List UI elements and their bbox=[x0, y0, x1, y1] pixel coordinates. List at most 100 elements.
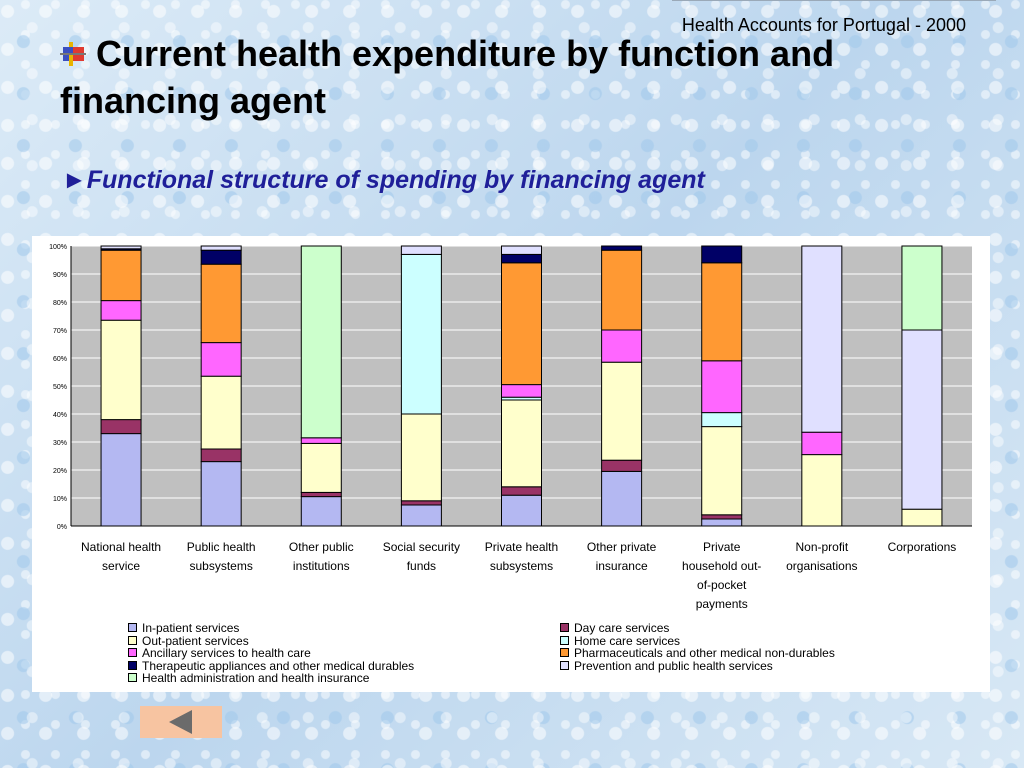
x-category-label: insurance bbox=[596, 559, 648, 573]
legend-item: Pharmaceuticals and other medical non-du… bbox=[560, 647, 835, 660]
bar-segment bbox=[100, 300, 142, 321]
bar-segment bbox=[701, 514, 743, 520]
legend-item: Health administration and health insuran… bbox=[128, 672, 369, 685]
bar-segment bbox=[601, 249, 643, 331]
top-rule bbox=[672, 0, 996, 1]
x-category-label: payments bbox=[696, 597, 748, 611]
bar-segment bbox=[701, 262, 743, 362]
legend-label: Therapeutic appliances and other medical… bbox=[142, 658, 415, 673]
x-category-label: Public health bbox=[187, 540, 256, 554]
legend-item: In-patient services bbox=[128, 622, 239, 635]
bar-segment bbox=[901, 329, 943, 510]
bar-segment bbox=[901, 245, 943, 331]
legend-label: Day care services bbox=[574, 621, 670, 635]
bar-segment bbox=[200, 263, 242, 344]
x-category-label: Social security bbox=[383, 540, 460, 554]
legend-swatch bbox=[560, 623, 569, 632]
bar-segment bbox=[300, 442, 342, 493]
bar-segment bbox=[501, 245, 542, 255]
legend-swatch bbox=[128, 660, 137, 670]
legend-item: Therapeutic appliances and other medical… bbox=[128, 658, 415, 673]
x-category-label: service bbox=[102, 559, 140, 573]
bar-segment bbox=[200, 461, 242, 527]
x-category-label: subsystems bbox=[189, 559, 252, 573]
y-tick-label: 60% bbox=[53, 356, 67, 363]
legend-item: Out-patient services bbox=[128, 633, 249, 648]
y-tick-label: 10% bbox=[53, 496, 67, 503]
bar-segment bbox=[300, 245, 342, 439]
x-category-label: Other private bbox=[587, 540, 657, 554]
chart-panel: 0% 10% 20% 30% 40% 50% 60% 70% 80% 90% 100% Nationa… bbox=[32, 236, 990, 692]
y-tick-label: 70% bbox=[53, 328, 67, 335]
x-category-label: household out- bbox=[682, 559, 761, 573]
bar-segment bbox=[300, 496, 342, 527]
bar-segment bbox=[400, 413, 442, 502]
bar-segment bbox=[501, 399, 542, 488]
subtitle-text: Functional structure of spending by fina… bbox=[86, 166, 705, 194]
subtitle: ►Functional structure of spending by fin… bbox=[62, 166, 705, 195]
bar-segment bbox=[701, 518, 743, 527]
subtitle-marker: ► bbox=[62, 166, 87, 194]
legend-swatch bbox=[128, 673, 137, 682]
bar-segment bbox=[701, 412, 743, 428]
legend-label: Ancillary services to health care bbox=[142, 646, 311, 660]
y-tick-label: 80% bbox=[53, 300, 67, 307]
legend-swatch bbox=[128, 635, 137, 645]
y-tick-label: 90% bbox=[53, 272, 67, 279]
legend-label: Home care services bbox=[574, 633, 681, 648]
bar-segment bbox=[300, 491, 342, 498]
bar-segment bbox=[601, 459, 643, 472]
bar-segment bbox=[300, 437, 342, 444]
slide-title: Current health expenditure by function a… bbox=[60, 30, 940, 124]
bar-segment bbox=[400, 245, 442, 255]
legend-label: Health administration and health insuran… bbox=[142, 671, 370, 685]
bar-segment bbox=[601, 470, 643, 527]
bar-segment bbox=[801, 431, 843, 456]
bar-segment bbox=[200, 342, 242, 377]
bar-segment bbox=[701, 245, 743, 264]
bar-segment bbox=[701, 360, 743, 414]
x-category-label: National health bbox=[81, 540, 161, 554]
bar-segment bbox=[200, 249, 242, 265]
header-note: Health Accounts for Portugal - 2000 bbox=[681, 15, 966, 35]
x-category-label: Other public bbox=[289, 540, 354, 554]
y-tick-label: 100% bbox=[49, 244, 67, 251]
bar-segment bbox=[601, 361, 643, 461]
bar-segment bbox=[501, 494, 542, 527]
legend-swatch bbox=[560, 648, 569, 657]
legend-label: In-patient services bbox=[142, 621, 240, 635]
y-tick-label: 0% bbox=[57, 524, 67, 531]
legend-item: Day care services bbox=[560, 622, 669, 635]
bar-segment bbox=[501, 253, 542, 264]
bar-segment bbox=[601, 245, 643, 251]
bar-segment bbox=[601, 329, 643, 363]
bar-segment bbox=[501, 486, 542, 496]
x-category-label: institutions bbox=[293, 559, 350, 573]
bar-segment bbox=[400, 253, 442, 415]
bar-segment bbox=[100, 319, 142, 421]
x-category-label: Private bbox=[703, 540, 741, 554]
x-category-label: organisations bbox=[786, 559, 857, 573]
x-category-label: Corporations bbox=[888, 540, 957, 554]
bar-segment bbox=[701, 426, 743, 516]
bar-segment bbox=[501, 384, 542, 398]
x-category-label: Private health bbox=[485, 540, 558, 554]
bar-segment bbox=[501, 262, 542, 386]
legend-label: Out-patient services bbox=[142, 633, 249, 648]
legend-label: Prevention and public health services bbox=[574, 658, 773, 673]
y-tick-label: 50% bbox=[53, 384, 67, 391]
x-category-label: funds bbox=[407, 559, 436, 573]
left-arrow-icon bbox=[169, 710, 192, 734]
bar-segment bbox=[901, 508, 943, 527]
x-category-label: subsystems bbox=[490, 559, 553, 573]
legend-swatch bbox=[560, 635, 569, 645]
legend-label: Pharmaceuticals and other medical non-du… bbox=[574, 646, 835, 660]
slide-title-text: Current health expenditure by function a… bbox=[60, 33, 835, 121]
y-tick-label: 40% bbox=[53, 412, 67, 419]
legend-item: Home care services bbox=[560, 633, 681, 648]
bar-segment bbox=[801, 245, 843, 433]
bar-segment bbox=[400, 504, 442, 527]
bar-segment bbox=[100, 249, 142, 302]
x-category-label: of-pocket bbox=[697, 578, 747, 592]
previous-slide-button[interactable] bbox=[140, 706, 222, 738]
